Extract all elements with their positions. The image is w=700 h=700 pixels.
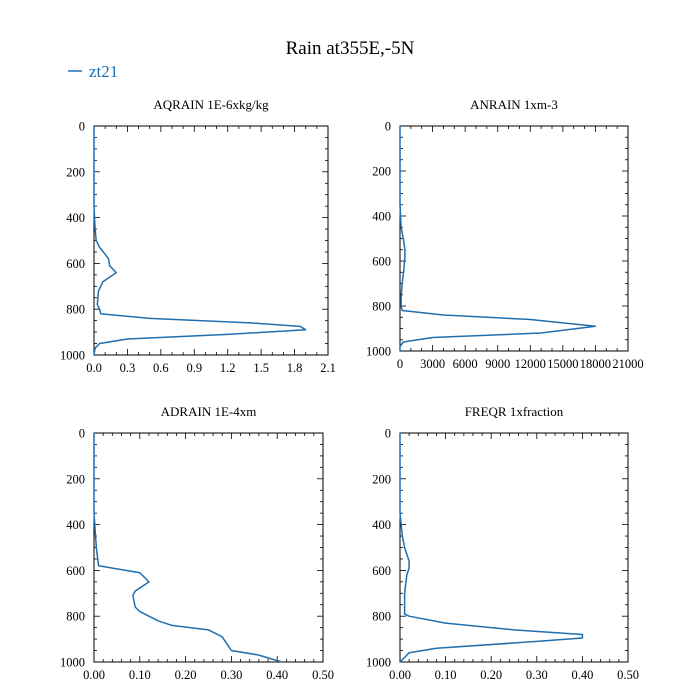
x-tick-label: 0.6 bbox=[153, 361, 169, 375]
panel-title: AQRAIN 1E-6xkg/kg bbox=[153, 97, 269, 112]
x-tick-label: 3000 bbox=[420, 357, 445, 371]
panel-title: FREQR 1xfraction bbox=[465, 404, 564, 419]
series-line bbox=[399, 433, 584, 663]
y-tick-label: 1000 bbox=[60, 349, 85, 363]
legend: zt21 bbox=[68, 62, 118, 81]
x-tick-label: 0.3 bbox=[120, 361, 136, 375]
y-tick-label: 800 bbox=[66, 610, 85, 624]
x-tick-label: 12000 bbox=[515, 357, 546, 371]
plot-frame bbox=[399, 125, 629, 352]
y-tick-label: 200 bbox=[372, 472, 391, 486]
y-tick-label: 600 bbox=[372, 255, 391, 269]
y-tick-label: 0 bbox=[79, 427, 85, 441]
x-tick-label: 0.40 bbox=[266, 668, 288, 682]
y-tick-label: 1000 bbox=[366, 656, 391, 670]
panel-title: ADRAIN 1E-4xm bbox=[161, 404, 257, 419]
x-tick-label: 6000 bbox=[453, 357, 478, 371]
x-tick-label: 0.50 bbox=[312, 668, 334, 682]
plot-frame bbox=[93, 432, 324, 663]
y-tick-label: 0 bbox=[385, 120, 391, 134]
x-tick-label: 1.5 bbox=[253, 361, 269, 375]
panel-2: ANRAIN 1xm-3 0 200 400 600 800 1000 0 3000 6000 90… bbox=[366, 97, 644, 371]
y-tick-label: 0 bbox=[385, 427, 391, 441]
x-tick-label: 0.10 bbox=[435, 668, 457, 682]
y-tick-label: 1000 bbox=[366, 345, 391, 359]
series-line bbox=[93, 126, 307, 356]
x-tick-label: 0.20 bbox=[175, 668, 197, 682]
x-tick-label: 0.40 bbox=[571, 668, 593, 682]
panel-title: ANRAIN 1xm-3 bbox=[470, 97, 558, 112]
x-tick-label: 0.9 bbox=[186, 361, 202, 375]
x-tick-label: 1.8 bbox=[287, 361, 303, 375]
x-tick-label: 0.00 bbox=[83, 668, 105, 682]
x-tick-label: 0.00 bbox=[389, 668, 411, 682]
y-tick-label: 800 bbox=[372, 300, 391, 314]
y-tick-label: 1000 bbox=[60, 656, 85, 670]
y-tick-label: 400 bbox=[372, 518, 391, 532]
x-tick-label: 0.0 bbox=[86, 361, 102, 375]
x-tick-label: 21000 bbox=[612, 357, 643, 371]
x-tick-label: 0.30 bbox=[526, 668, 548, 682]
y-tick-label: 600 bbox=[66, 564, 85, 578]
x-tick-label: 15000 bbox=[547, 357, 578, 371]
y-tick-label: 600 bbox=[372, 564, 391, 578]
x-tick-label: 0.10 bbox=[129, 668, 151, 682]
x-tick-label: 0.30 bbox=[220, 668, 242, 682]
series-line bbox=[93, 433, 283, 663]
y-tick-label: 400 bbox=[66, 211, 85, 225]
y-tick-label: 200 bbox=[372, 165, 391, 179]
y-tick-label: 600 bbox=[66, 257, 85, 271]
x-tick-label: 18000 bbox=[580, 357, 611, 371]
y-tick-label: 0 bbox=[79, 120, 85, 134]
y-tick-label: 400 bbox=[372, 210, 391, 224]
figure-title: Rain at355E,-5N bbox=[286, 38, 415, 59]
x-tick-label: 2.1 bbox=[320, 361, 336, 375]
plot-frame bbox=[399, 432, 629, 663]
y-tick-label: 800 bbox=[372, 610, 391, 624]
x-tick-label: 9000 bbox=[485, 357, 510, 371]
x-tick-label: 0.20 bbox=[480, 668, 502, 682]
y-tick-label: 400 bbox=[66, 518, 85, 532]
y-tick-label: 200 bbox=[66, 165, 85, 179]
x-tick-label: 1.2 bbox=[220, 361, 236, 375]
y-tick-label: 200 bbox=[66, 472, 85, 486]
legend-label: zt21 bbox=[89, 62, 118, 81]
x-tick-label: 0.50 bbox=[617, 668, 639, 682]
series-line bbox=[399, 126, 597, 351]
y-tick-label: 800 bbox=[66, 303, 85, 317]
x-tick-label: 0 bbox=[397, 357, 403, 371]
